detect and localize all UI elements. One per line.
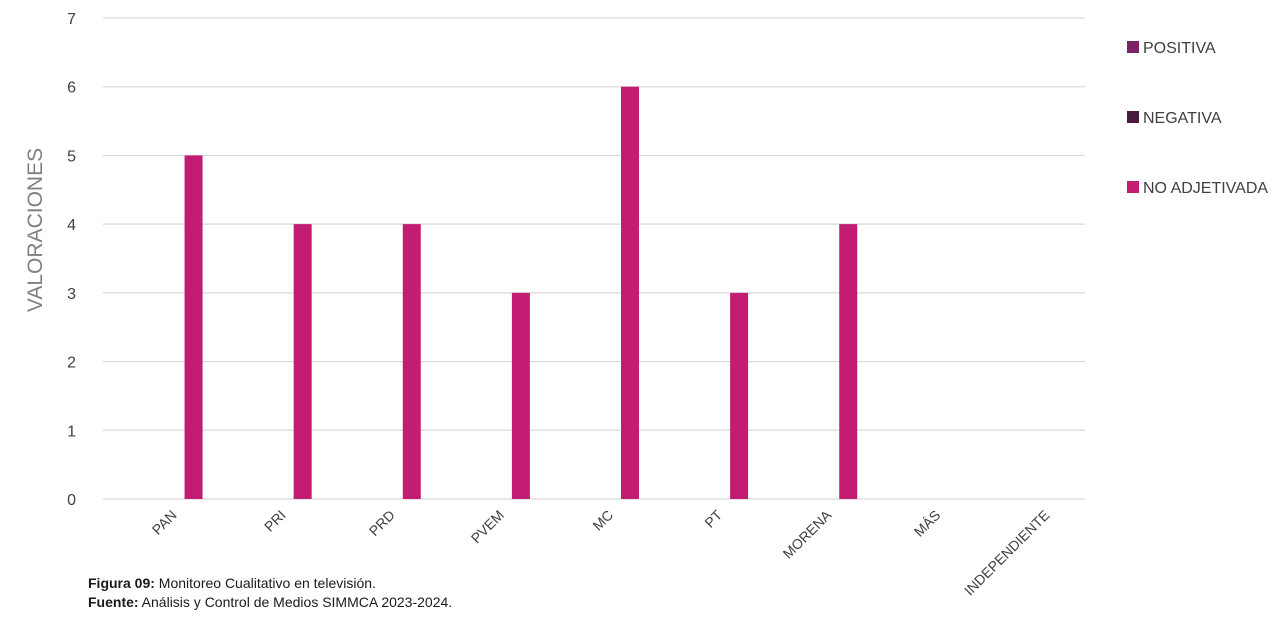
x-tick-label: INDEPENDIENTE — [961, 507, 1053, 599]
legend-label: POSITIVA — [1143, 40, 1216, 57]
bar-no-adjetivada-pri — [293, 224, 312, 499]
legend-label: NEGATIVA — [1143, 110, 1222, 127]
x-tick-label: PT — [701, 506, 725, 530]
figure-caption-label: Figura 09: — [88, 575, 155, 591]
bar-no-adjetivada-pvem — [511, 292, 530, 499]
x-tick-label: PRI — [261, 507, 289, 535]
bars — [184, 86, 858, 499]
legend-swatch — [1127, 111, 1139, 123]
x-tick-label: MC — [589, 507, 616, 534]
y-tick-label: 7 — [67, 11, 76, 28]
figure-caption: Figura 09: Monitoreo Cualitativo en tele… — [88, 574, 376, 593]
y-tick-label: 6 — [67, 80, 76, 97]
y-tick-label: 5 — [67, 148, 76, 165]
y-tick-label: 1 — [67, 423, 76, 440]
x-tick-label: MORENA — [780, 506, 835, 561]
y-tick-label: 2 — [67, 355, 76, 372]
y-axis-label: VALORACIONES — [24, 148, 47, 312]
legend-swatch — [1127, 41, 1139, 53]
legend-swatch — [1127, 181, 1139, 193]
x-tick-label: MÁS — [911, 507, 944, 540]
bar-no-adjetivada-mc — [621, 86, 639, 499]
bar-no-adjetivada-prd — [402, 224, 421, 499]
y-axis-ticks: 0 1 2 3 4 5 6 7 — [67, 11, 76, 509]
bar-no-adjetivada-pan — [184, 155, 203, 499]
source-caption: Fuente: Análisis y Control de Medios SIM… — [88, 593, 452, 612]
y-tick-label: 4 — [67, 217, 76, 234]
x-tick-label: PVEM — [468, 507, 507, 546]
bar-no-adjetivada-pt — [730, 292, 749, 499]
source-caption-text: Análisis y Control de Medios SIMMCA 2023… — [138, 594, 453, 610]
legend-label: NO ADJETIVADA — [1143, 180, 1268, 197]
x-tick-label: PAN — [149, 507, 180, 538]
legend: POSITIVA NEGATIVA NO ADJETIVADA — [1127, 40, 1268, 197]
y-tick-label: 0 — [67, 492, 76, 509]
y-tick-label: 3 — [67, 286, 76, 303]
source-caption-label: Fuente: — [88, 594, 139, 610]
gridlines — [103, 17, 1085, 500]
x-tick-label: PRD — [366, 507, 398, 539]
bar-no-adjetivada-morena — [839, 224, 858, 499]
figure-caption-text: Monitoreo Cualitativo en televisión. — [154, 575, 376, 591]
